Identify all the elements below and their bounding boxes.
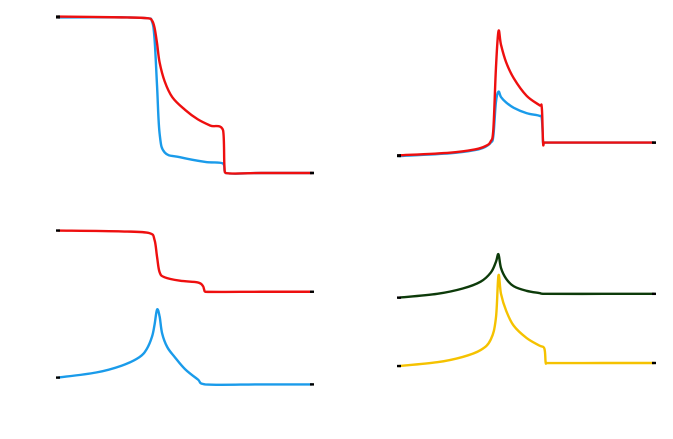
panel-bottom-left [56, 229, 314, 387]
series-end-marker [652, 361, 656, 365]
series-start-marker [397, 154, 401, 157]
series-start-marker [397, 364, 401, 368]
series-line-1 [56, 16, 314, 175]
series-line-1 [397, 90, 656, 158]
series-end-marker [310, 171, 314, 175]
series-end-marker [310, 290, 314, 293]
panel-top-right [397, 29, 656, 158]
series-end-marker [652, 141, 656, 144]
series-line-2 [56, 308, 314, 387]
series-end-marker [310, 383, 314, 386]
series-line-2 [397, 29, 656, 157]
series-line-1 [56, 229, 314, 294]
series-line-1 [397, 252, 656, 299]
series-start-marker [56, 376, 60, 379]
panel-bottom-right [397, 252, 656, 368]
series-line-2 [56, 15, 314, 175]
series-line-2 [397, 273, 656, 368]
series-start-marker [56, 229, 60, 232]
series-start-marker [56, 15, 60, 18]
panel-top-left [56, 15, 314, 175]
series-start-marker [397, 296, 401, 299]
series-end-marker [652, 292, 656, 296]
